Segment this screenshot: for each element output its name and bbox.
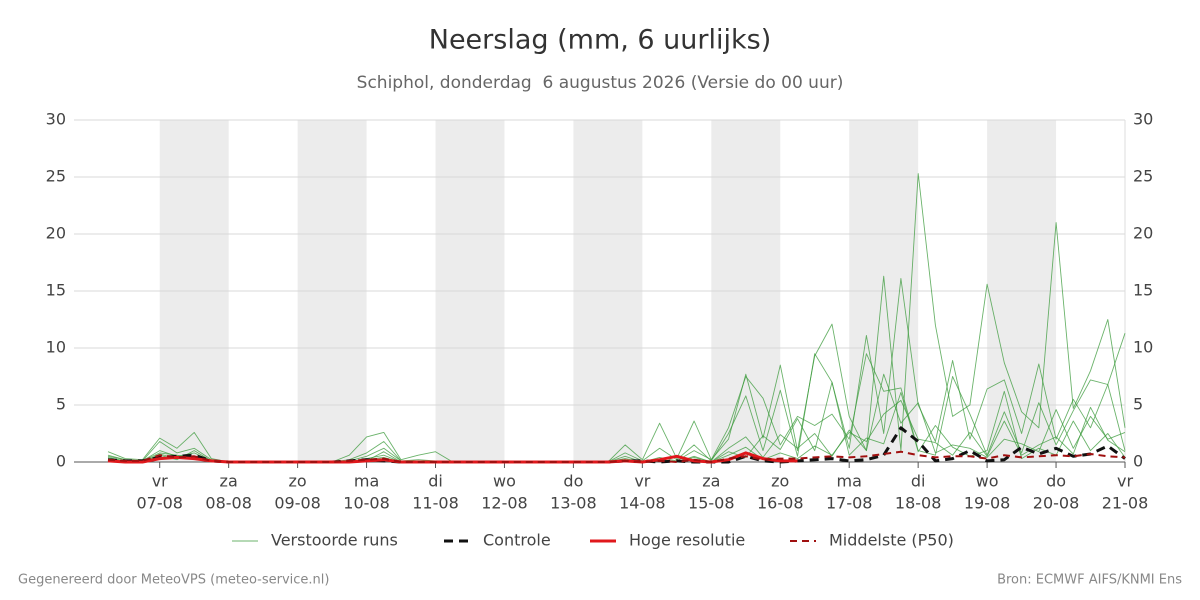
y-tick-label: 5	[56, 395, 66, 414]
x-tick-date: 19-08	[964, 494, 1011, 513]
x-tick-date: 18-08	[895, 494, 942, 513]
x-tick-day: wo	[976, 472, 999, 491]
x-tick-day: vr	[1117, 472, 1133, 491]
y2-tick-label: 20	[1133, 224, 1153, 243]
legend-label: Middelste (P50)	[829, 531, 954, 550]
x-tick-date: 09-08	[274, 494, 321, 513]
y2-tick-label: 30	[1133, 110, 1153, 129]
y-tick-label: 15	[46, 281, 66, 300]
chart-subtitle: Schiphol, donderdag 6 augustus 2026 (Ver…	[357, 73, 844, 93]
x-tick-day: di	[911, 472, 926, 491]
x-tick-date: 15-08	[688, 494, 735, 513]
y-tick-label: 25	[46, 167, 66, 186]
x-tick-date: 13-08	[550, 494, 597, 513]
y-tick-label: 30	[46, 110, 66, 129]
y-tick-label: 0	[56, 452, 66, 471]
legend-label: Controle	[483, 531, 551, 550]
x-tick-date: 12-08	[481, 494, 528, 513]
x-tick-date: 11-08	[412, 494, 459, 513]
x-tick-day: di	[428, 472, 443, 491]
series-line	[107, 450, 1126, 463]
x-tick-date: 14-08	[619, 494, 666, 513]
x-tick-day: zo	[289, 472, 307, 491]
x-tick-day: ma	[837, 472, 862, 491]
x-tick-day: za	[702, 472, 720, 491]
chart-title: Neerslag (mm, 6 uurlijks)	[429, 25, 771, 56]
y-tick-label: 10	[46, 338, 66, 357]
x-tick-day: za	[220, 472, 238, 491]
x-tick-day: do	[563, 472, 583, 491]
legend-label: Hoge resolutie	[629, 531, 745, 550]
series-line	[107, 451, 798, 464]
legend-label: Verstoorde runs	[271, 531, 398, 550]
x-tick-date: 20-08	[1033, 494, 1080, 513]
x-tick-day: vr	[634, 472, 650, 491]
x-tick-day: wo	[493, 472, 516, 491]
y2-tick-label: 10	[1133, 338, 1153, 357]
y2-tick-label: 5	[1133, 395, 1143, 414]
x-tick-date: 08-08	[205, 494, 252, 513]
x-tick-day: ma	[354, 472, 379, 491]
y2-tick-label: 15	[1133, 281, 1153, 300]
y2-tick-label: 0	[1133, 452, 1143, 471]
x-tick-day: zo	[771, 472, 789, 491]
x-tick-date: 10-08	[343, 494, 390, 513]
y2-tick-label: 25	[1133, 167, 1153, 186]
x-tick-date: 07-08	[136, 494, 183, 513]
background-layer	[74, 119, 1126, 463]
x-tick-day: vr	[152, 472, 168, 491]
x-tick-day: do	[1046, 472, 1066, 491]
x-tick-date: 21-08	[1102, 494, 1149, 513]
x-tick-date: 16-08	[757, 494, 804, 513]
footer-right: Bron: ECMWF AIFS/KNMI Ens	[997, 573, 1182, 588]
footer-left: Gegenereerd door MeteoVPS (meteo-service…	[18, 573, 329, 588]
y-tick-label: 20	[46, 224, 66, 243]
x-tick-date: 17-08	[826, 494, 873, 513]
